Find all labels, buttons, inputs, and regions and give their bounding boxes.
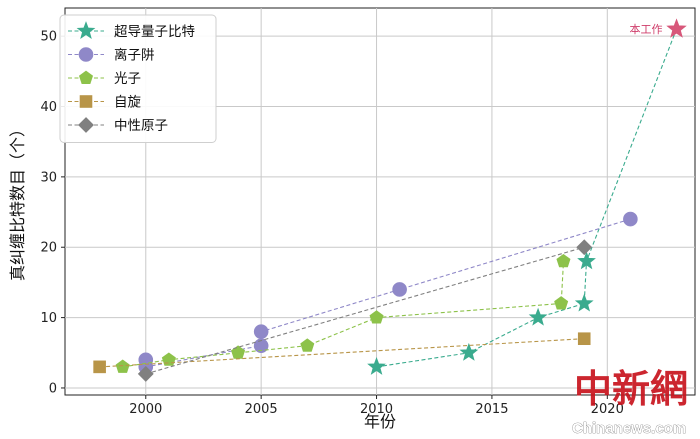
annotation-label: 本工作 — [630, 22, 663, 36]
data-point — [556, 253, 571, 268]
series-line — [145, 246, 585, 375]
x-tick-label: 2000 — [129, 402, 162, 417]
legend-marker — [79, 95, 93, 108]
annotation-layer: 本工作 — [630, 18, 687, 38]
data-point — [577, 251, 596, 270]
watermark-site: Chinanews.com — [572, 420, 686, 437]
y-tick-label: 40 — [40, 100, 57, 115]
x-tick-label: 2010 — [360, 402, 393, 417]
series-4 — [137, 239, 593, 382]
legend-item: 超导量子比特 — [68, 21, 195, 40]
y-axis-label: 真纠缠比特数目（个） — [8, 121, 27, 281]
data-point — [93, 360, 106, 374]
data-point — [137, 365, 154, 382]
annotation-marker — [666, 18, 687, 38]
legend-marker — [78, 47, 94, 62]
legend-marker — [78, 70, 94, 84]
legend-marker — [78, 117, 94, 133]
data-point — [574, 293, 594, 312]
series-line — [376, 28, 678, 368]
legend-item: 中性原子 — [68, 117, 168, 134]
data-point — [369, 310, 384, 324]
y-tick-label: 50 — [40, 30, 57, 45]
data-point — [459, 342, 479, 361]
x-tick-label: 2020 — [591, 402, 624, 417]
data-point — [623, 211, 638, 227]
legend-item: 离子阱 — [68, 47, 155, 64]
data-point — [554, 296, 569, 310]
y-tick-label: 0 — [49, 381, 57, 396]
series-line — [99, 338, 585, 368]
y-tick-label: 20 — [40, 241, 57, 256]
series-3 — [93, 332, 591, 374]
x-tick-label: 2015 — [475, 402, 508, 417]
legend-label: 自旋 — [114, 95, 141, 111]
data-point — [367, 356, 386, 375]
legend-label: 离子阱 — [114, 47, 155, 64]
x-axis-label: 年份 — [364, 412, 396, 431]
legend-item: 光子 — [68, 70, 141, 87]
data-point — [300, 338, 315, 352]
axis-ticks: 2000 2005 2010 2015 2020 0 10 20 30 40 50 — [40, 30, 623, 417]
legend-label: 超导量子比特 — [114, 24, 195, 40]
legend-item: 自旋 — [68, 95, 141, 111]
x-tick-label: 2005 — [245, 402, 278, 417]
legend-label: 中性原子 — [114, 118, 168, 134]
data-point — [577, 332, 591, 346]
legend-label: 光子 — [114, 71, 141, 87]
data-point — [253, 324, 269, 339]
y-tick-label: 10 — [40, 311, 57, 326]
data-point — [528, 307, 548, 326]
data-point — [392, 282, 407, 297]
data-point — [576, 239, 593, 256]
series-2 — [115, 253, 571, 373]
legend-box — [59, 14, 217, 143]
data-point — [115, 359, 130, 373]
watermark-brand: 中新網 — [574, 366, 688, 411]
watermark: 中新網 Chinanews.com — [572, 366, 688, 437]
legend-marker — [76, 21, 96, 39]
y-tick-label: 30 — [40, 170, 57, 185]
